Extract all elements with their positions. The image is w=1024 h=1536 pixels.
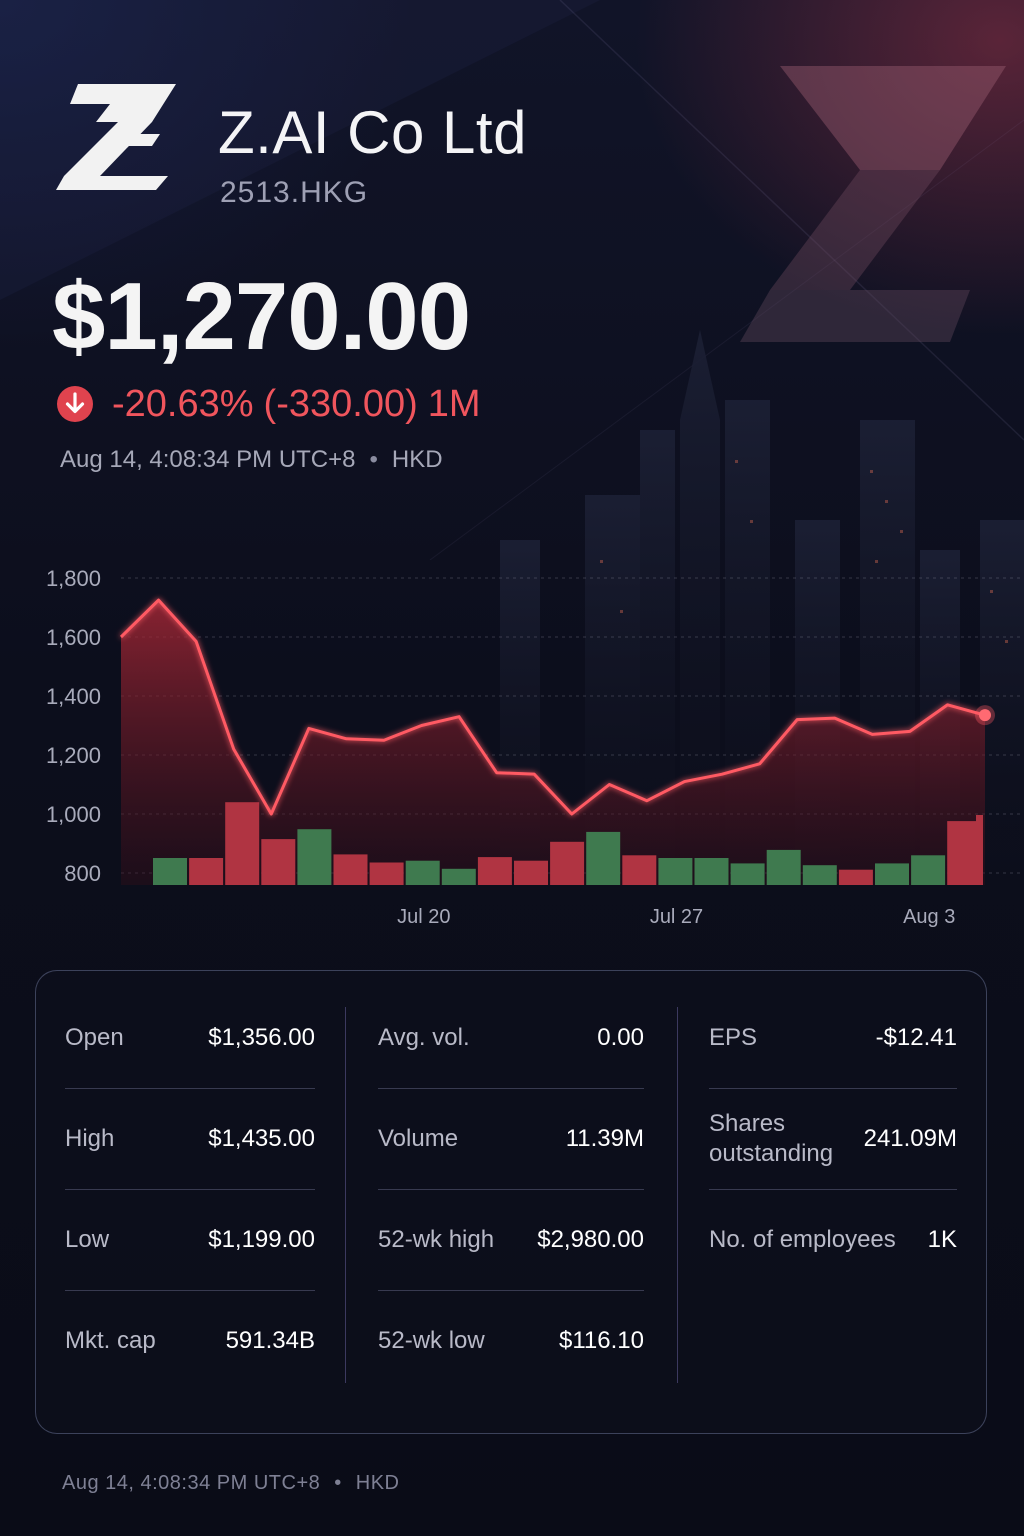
- y-tick-label: 1,200: [46, 743, 101, 768]
- stat-label: Mkt. cap: [65, 1327, 156, 1354]
- stat-row: Shares outstanding 241.09M: [709, 1088, 957, 1190]
- volume-bar: [261, 839, 296, 885]
- change-percent: -20.63%: [112, 382, 254, 425]
- column-divider: [345, 1007, 346, 1383]
- stat-row: High $1,435.00: [65, 1088, 315, 1190]
- stat-label: EPS: [709, 1024, 758, 1051]
- quote-meta: Aug 14, 4:08:34 PM UTC+8 • HKD: [60, 446, 443, 474]
- volume-bar: [947, 821, 982, 885]
- stat-label: Shares outstanding: [709, 1110, 834, 1167]
- price-change: -20.63% (-330.00) 1M: [56, 382, 491, 426]
- x-tick-label: Aug 3: [903, 906, 955, 928]
- stat-row: Mkt. cap 591.34B: [65, 1290, 315, 1392]
- stat-value: -$12.41: [875, 1024, 957, 1051]
- volume-bar: [976, 815, 983, 885]
- volume-bar: [441, 868, 476, 885]
- y-tick-label: 800: [64, 861, 101, 886]
- volume-bar: [333, 854, 368, 885]
- volume-bar: [477, 857, 512, 885]
- quote-timestamp: Aug 14, 4:08:34 PM UTC+8: [60, 446, 356, 473]
- stat-value: $2,980.00: [537, 1226, 644, 1253]
- stat-label: High: [65, 1125, 115, 1152]
- volume-bar: [622, 855, 657, 885]
- stat-row: 52-wk high $2,980.00: [378, 1189, 644, 1291]
- separator-dot: •: [369, 446, 378, 473]
- stat-label: 52-wk low: [378, 1327, 485, 1354]
- stat-value: 0.00: [597, 1024, 644, 1051]
- stat-value: 591.34B: [225, 1327, 315, 1354]
- quote-currency: HKD: [391, 446, 443, 473]
- volume-bar: [225, 802, 260, 885]
- current-price: $1,270.00: [52, 263, 471, 370]
- y-tick-label: 1,800: [46, 566, 101, 591]
- price-chart[interactable]: 1,800 1,600 1,400 1,200 1,000 800 Jul 20 Jul 27…: [0, 555, 1024, 945]
- volume-bar: [802, 865, 837, 885]
- stat-value: $1,199.00: [208, 1226, 315, 1253]
- company-name: Z.AI Co Ltd: [218, 99, 527, 166]
- change-value: (-330.00): [263, 382, 418, 425]
- change-period: 1M: [427, 382, 481, 425]
- stat-row: No. of employees 1K: [709, 1189, 957, 1291]
- stat-value: $1,356.00: [208, 1024, 315, 1051]
- volume-bar: [369, 862, 404, 885]
- column-divider: [677, 1007, 678, 1383]
- background-diagonal-lines: [0, 0, 1024, 560]
- y-tick-label: 1,600: [46, 625, 101, 650]
- stat-row: EPS -$12.41: [709, 987, 957, 1089]
- volume-bar: [766, 849, 801, 885]
- arrow-down-circle-icon: [57, 386, 93, 422]
- volume-bar: [405, 860, 440, 885]
- volume-bar: [153, 858, 187, 885]
- stat-label: 52-wk high: [378, 1226, 495, 1253]
- stat-row: Open $1,356.00: [65, 987, 315, 1089]
- ticker-symbol: 2513.HKG: [220, 176, 369, 209]
- volume-bar: [730, 863, 765, 885]
- footer-timestamp: Aug 14, 4:08:34 PM UTC+8: [62, 1472, 321, 1494]
- x-tick-label: Jul 27: [650, 906, 703, 928]
- footer-currency: HKD: [355, 1472, 400, 1494]
- stat-row: Low $1,199.00: [65, 1189, 315, 1291]
- stat-label: Volume: [378, 1125, 459, 1152]
- stat-label: Avg. vol.: [378, 1024, 470, 1051]
- volume-bar: [189, 858, 224, 885]
- x-tick-label: Jul 20: [397, 906, 450, 928]
- volume-bar: [514, 860, 548, 885]
- last-price-marker[interactable]: [979, 709, 991, 722]
- volume-bar: [694, 858, 729, 885]
- z-watermark-icon: [740, 66, 1006, 342]
- volume-bar: [550, 841, 585, 885]
- stat-value: 1K: [927, 1226, 957, 1253]
- y-tick-label: 1,400: [46, 684, 101, 709]
- price-line: [119, 598, 986, 816]
- volume-bar: [297, 829, 332, 885]
- volume-bar: [658, 858, 693, 885]
- price-area: [121, 600, 985, 885]
- z-logo-icon: [56, 84, 176, 190]
- stat-value: $116.10: [559, 1327, 644, 1354]
- stat-value: 241.09M: [863, 1125, 957, 1152]
- stat-value: 11.39M: [565, 1125, 644, 1152]
- stat-value: $1,435.00: [208, 1125, 315, 1152]
- stats-panel: Open $1,356.00 High $1,435.00 Low $1,199.00 Mk…: [35, 970, 987, 1434]
- stat-label: No. of employees: [709, 1226, 896, 1253]
- stat-label: Low: [65, 1226, 110, 1253]
- volume-bar: [838, 869, 873, 885]
- stat-row: 52-wk low $116.10: [378, 1290, 644, 1392]
- stat-row: Avg. vol. 0.00: [378, 987, 644, 1089]
- stat-label: Open: [65, 1024, 124, 1051]
- y-tick-label: 1,000: [46, 802, 101, 827]
- volume-bar: [586, 831, 621, 885]
- separator-dot: •: [334, 1472, 342, 1494]
- volume-bar: [875, 863, 909, 885]
- footer-meta: Aug 14, 4:08:34 PM UTC+8 • HKD: [62, 1472, 400, 1495]
- stat-row: Volume 11.39M: [378, 1088, 644, 1190]
- volume-bar: [911, 855, 946, 885]
